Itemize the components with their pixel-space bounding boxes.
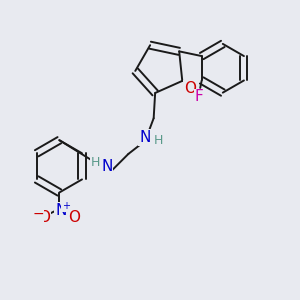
Text: O: O	[38, 210, 50, 225]
Text: H: H	[91, 156, 100, 169]
Text: H: H	[153, 134, 163, 147]
Text: −: −	[32, 207, 44, 221]
Text: N: N	[55, 203, 67, 218]
Text: O: O	[68, 210, 80, 225]
Text: +: +	[62, 202, 70, 212]
Text: N: N	[139, 130, 150, 145]
Text: F: F	[194, 89, 203, 104]
Text: N: N	[101, 159, 112, 174]
Text: O: O	[184, 81, 196, 96]
